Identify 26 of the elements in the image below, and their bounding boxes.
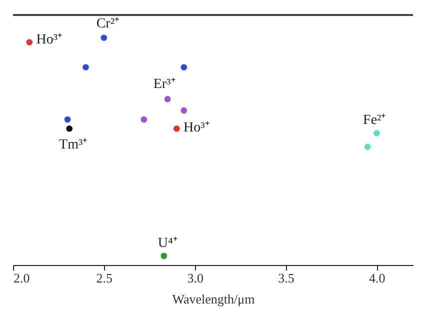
x-axis-title: Wavelength/μm: [172, 292, 255, 306]
point: [66, 125, 73, 132]
annotation: Cr²⁺: [96, 16, 120, 32]
x-tick-label: 3.0: [187, 270, 204, 286]
x-tick-label: 2.0: [14, 270, 30, 286]
annotation: Ho³⁺: [183, 120, 210, 136]
point: [140, 116, 148, 123]
point: [160, 252, 168, 260]
annotation: Ho³⁺: [36, 32, 63, 48]
point: [173, 125, 180, 132]
point: [364, 144, 371, 150]
point: [164, 96, 171, 102]
annotation: Er³⁺: [153, 77, 176, 92]
point: [100, 34, 108, 41]
annotation: Fe²⁺: [363, 113, 386, 128]
point: [180, 107, 188, 114]
x-tick-label: 3.5: [278, 270, 294, 286]
point: [26, 39, 33, 46]
point: [64, 116, 71, 123]
point: [82, 64, 89, 70]
annotation: U⁴⁺: [158, 236, 178, 251]
annotation: Tm³⁺: [59, 138, 88, 153]
x-tick-label: 4.0: [369, 270, 386, 286]
point: [180, 64, 188, 70]
x-tick-label: 2.5: [96, 270, 113, 286]
point: [373, 130, 380, 136]
